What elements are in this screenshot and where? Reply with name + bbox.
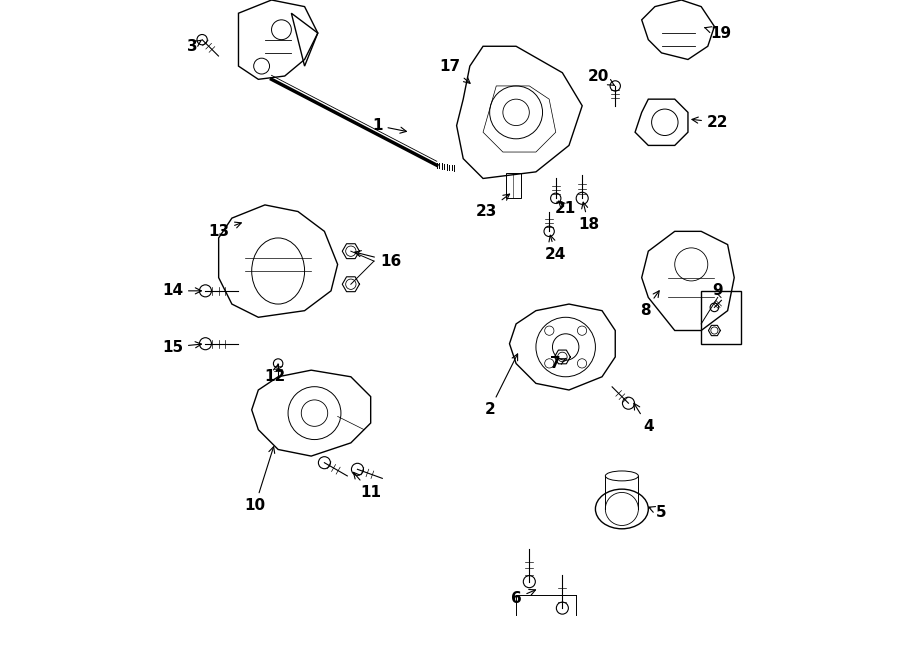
Text: 16: 16: [355, 251, 401, 268]
Text: 7: 7: [551, 356, 566, 371]
Text: 23: 23: [476, 194, 509, 219]
Text: 6: 6: [510, 590, 536, 605]
Text: 24: 24: [545, 235, 566, 262]
Text: 21: 21: [555, 201, 576, 215]
Text: 8: 8: [640, 291, 659, 318]
Text: 18: 18: [578, 202, 599, 232]
Text: 13: 13: [208, 222, 241, 239]
Text: 2: 2: [484, 354, 518, 417]
Text: 5: 5: [649, 505, 667, 520]
Text: 20: 20: [588, 69, 615, 85]
Text: 3: 3: [187, 39, 201, 54]
Bar: [701, 291, 741, 344]
Text: 15: 15: [162, 340, 202, 354]
Bar: [506, 173, 521, 198]
Text: 14: 14: [162, 284, 202, 298]
Text: 10: 10: [245, 447, 274, 513]
Text: 22: 22: [692, 115, 728, 130]
Text: 4: 4: [634, 403, 653, 434]
Text: 17: 17: [439, 59, 470, 83]
Text: 9: 9: [713, 284, 723, 298]
Text: 12: 12: [265, 364, 285, 384]
Text: 19: 19: [705, 26, 732, 40]
Text: 11: 11: [354, 473, 382, 500]
Text: 1: 1: [372, 118, 407, 134]
